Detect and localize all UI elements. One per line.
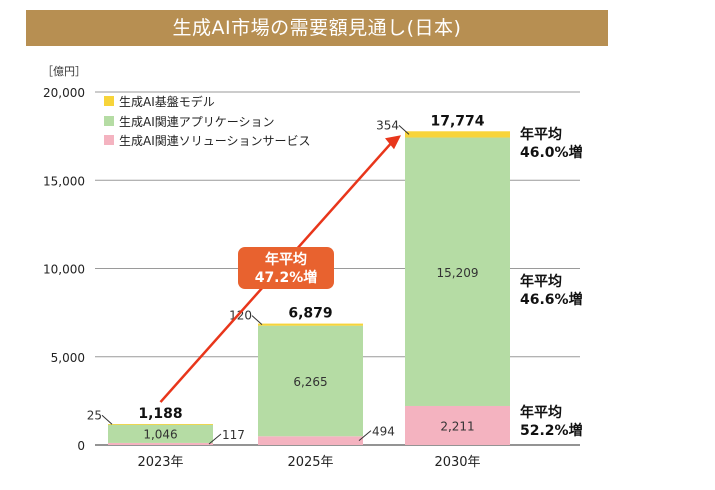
leader-line: [398, 125, 410, 135]
segment-growth-line1: 年平均: [520, 273, 562, 290]
y-tick-label: 20,000: [43, 86, 85, 100]
y-tick-label: 10,000: [43, 263, 85, 277]
y-tick-label: 0: [77, 439, 85, 453]
total-label: 17,774: [430, 113, 484, 129]
x-tick-label: 2025年: [287, 455, 333, 470]
bar-foundation-segment: [258, 323, 363, 326]
data-label-services: 117: [222, 428, 245, 442]
data-label-applications: 6,265: [293, 375, 327, 389]
bar-foundation-segment: [405, 131, 510, 138]
y-unit-label: ［億円］: [42, 65, 86, 78]
leader-line: [358, 430, 372, 442]
leader-line: [101, 414, 113, 425]
segment-growth-line2: 46.0%増: [520, 144, 583, 161]
leader-line: [251, 315, 263, 326]
segment-growth-line1: 年平均: [520, 404, 562, 421]
legend-swatch: [104, 135, 114, 145]
legend-swatch: [104, 116, 114, 126]
chart-title: 生成AI市場の需要額見通し(日本): [26, 10, 608, 46]
data-label-services: 2,211: [440, 419, 474, 433]
legend-label: 生成AI基盤モデル: [119, 94, 215, 109]
bar-applications-segment: [108, 424, 213, 443]
cagr-box-line1: 年平均: [265, 251, 307, 268]
bar-services-segment: [108, 442, 213, 445]
segment-growth-line1: 年平均: [520, 126, 562, 143]
y-tick-label: 15,000: [43, 174, 85, 188]
total-label: 1,188: [138, 406, 182, 422]
x-tick-label: 2030年: [434, 455, 480, 470]
legend-label: 生成AI関連アプリケーション: [119, 115, 275, 129]
x-tick-label: 2023年: [137, 455, 183, 470]
bar-applications-segment: [405, 137, 510, 406]
segment-growth-line2: 52.2%増: [520, 422, 583, 439]
data-label-services: 494: [372, 425, 395, 439]
cagr-box: [238, 247, 334, 289]
legend-label: 生成AI関連ソリューションサービス: [119, 134, 311, 148]
bar-services-segment: [405, 405, 510, 445]
data-label-applications: 15,209: [437, 266, 479, 280]
y-tick-label: 5,000: [51, 351, 85, 365]
data-label-foundation: 25: [87, 408, 102, 422]
data-label-foundation: 354: [376, 118, 399, 132]
legend-swatch: [104, 96, 114, 106]
data-label-applications: 1,046: [143, 428, 177, 442]
total-label: 6,879: [288, 306, 332, 322]
segment-growth-line2: 46.6%増: [520, 291, 583, 308]
leader-line: [208, 433, 222, 445]
cagr-box-line2: 47.2%増: [255, 269, 318, 286]
bar-services-segment: [258, 436, 363, 445]
growth-arrow-head: [385, 135, 401, 150]
bar-applications-segment: [258, 325, 363, 437]
bar-foundation-segment: [108, 424, 213, 425]
